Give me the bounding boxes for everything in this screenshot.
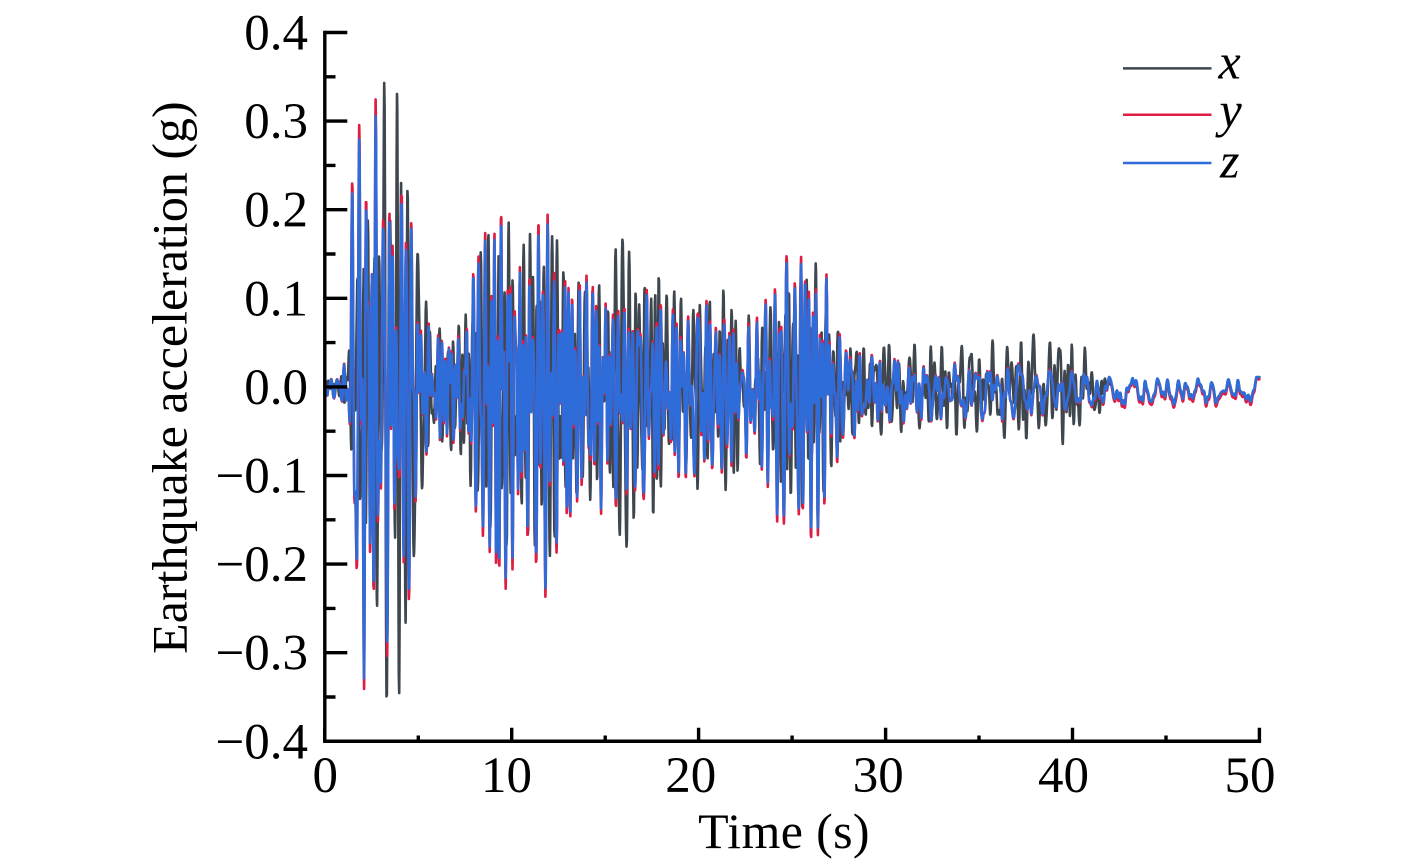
svg-text:20: 20 bbox=[665, 748, 716, 804]
svg-text:10: 10 bbox=[481, 748, 532, 804]
svg-text:0.2: 0.2 bbox=[244, 183, 308, 239]
svg-text:Earthquake acceleration (g): Earthquake acceleration (g) bbox=[142, 101, 198, 653]
svg-text:50: 50 bbox=[1225, 748, 1276, 804]
svg-text:−0.3: −0.3 bbox=[215, 626, 308, 682]
svg-text:0.1: 0.1 bbox=[244, 271, 308, 327]
svg-text:40: 40 bbox=[1038, 748, 1089, 804]
svg-text:z: z bbox=[1219, 133, 1239, 189]
svg-text:Time (s): Time (s) bbox=[698, 803, 870, 859]
svg-text:0.3: 0.3 bbox=[244, 94, 308, 150]
svg-text:−0.2: −0.2 bbox=[215, 537, 308, 593]
svg-text:30: 30 bbox=[853, 748, 904, 804]
svg-text:0.0: 0.0 bbox=[244, 360, 308, 416]
svg-text:0: 0 bbox=[313, 748, 339, 804]
svg-text:−0.4: −0.4 bbox=[215, 714, 308, 770]
svg-text:y: y bbox=[1215, 82, 1243, 138]
svg-text:x: x bbox=[1218, 34, 1241, 90]
svg-text:0.4: 0.4 bbox=[244, 6, 308, 62]
svg-text:−0.1: −0.1 bbox=[215, 449, 308, 505]
